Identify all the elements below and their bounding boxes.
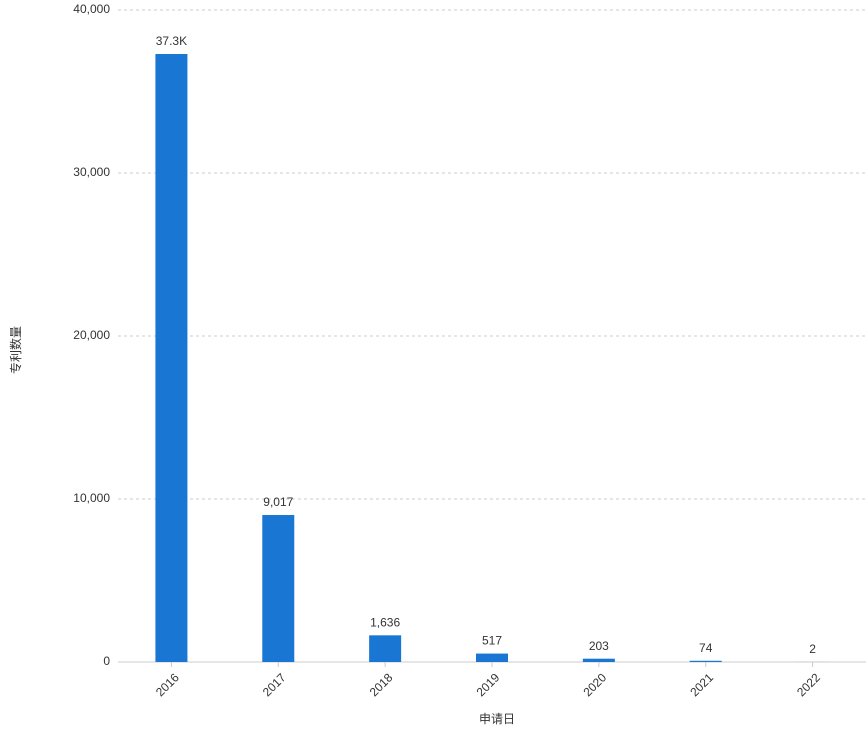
data-label: 37.3K xyxy=(156,34,187,48)
data-label: 74 xyxy=(699,641,713,655)
data-label: 2 xyxy=(809,642,816,656)
y-tick-label: 10,000 xyxy=(73,491,110,505)
y-tick-label: 40,000 xyxy=(73,2,110,16)
bar xyxy=(155,54,188,662)
x-tick-label: 2020 xyxy=(580,670,609,699)
y-axis-title: 专利数量 xyxy=(8,326,23,374)
bar xyxy=(689,660,722,662)
x-tick-label: 2017 xyxy=(260,670,289,699)
bar xyxy=(582,658,615,662)
data-label: 517 xyxy=(482,634,502,648)
bar xyxy=(476,653,508,662)
bar xyxy=(262,515,295,662)
x-tick-label: 2016 xyxy=(153,670,182,699)
y-tick-label: 20,000 xyxy=(73,328,110,342)
x-tick-label: 2019 xyxy=(474,670,503,699)
y-tick-label: 0 xyxy=(103,654,110,668)
data-label: 203 xyxy=(589,639,609,653)
x-axis-title: 申请日 xyxy=(479,712,515,726)
x-tick-label: 2021 xyxy=(687,670,716,699)
bar xyxy=(369,635,402,662)
data-label: 1,636 xyxy=(370,616,400,630)
data-label: 9,017 xyxy=(263,495,293,509)
x-tick-label: 2022 xyxy=(794,670,823,699)
y-tick-label: 30,000 xyxy=(73,165,110,179)
x-tick-label: 2018 xyxy=(367,670,396,699)
